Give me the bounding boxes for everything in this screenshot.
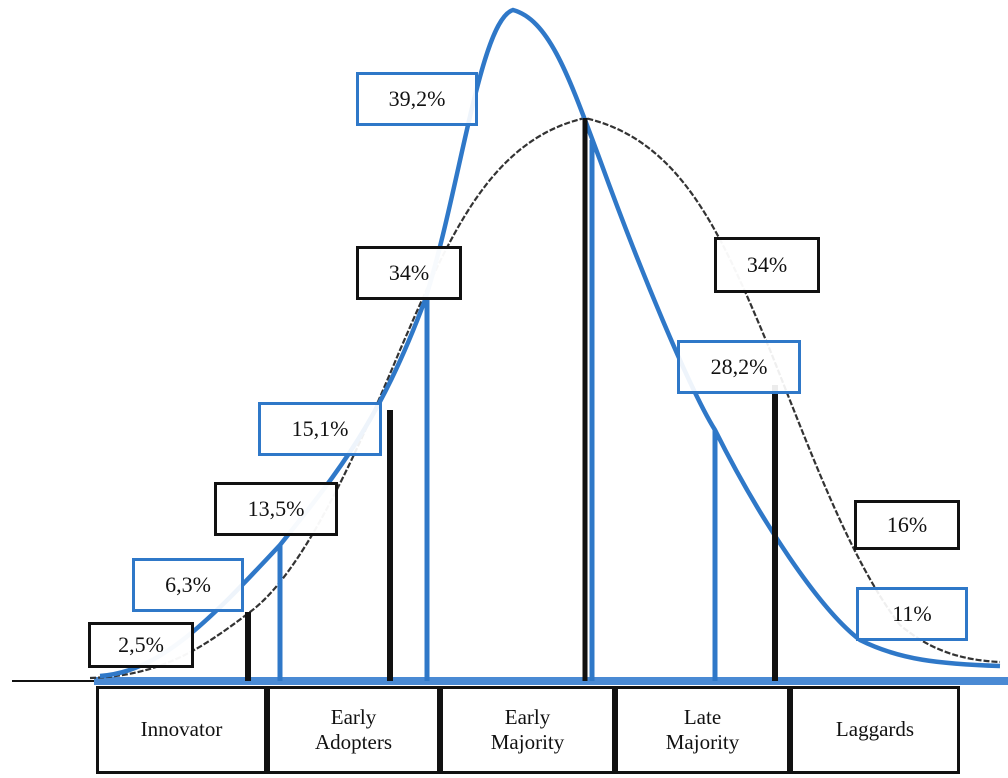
black-normal-curve [89, 116, 1001, 680]
black-label-innovator: 2,5% [88, 622, 194, 668]
category-early-majority: Early Majority [440, 686, 615, 774]
blue-label-early-majority: 39,2% [356, 72, 478, 126]
category-label-late-majority-1: Late [683, 704, 722, 729]
category-label-laggards: Laggards [835, 717, 915, 742]
category-label-innovator: Innovator [140, 717, 223, 742]
blue-label-laggards: 11% [856, 587, 968, 641]
black-label-early-majority: 34% [356, 246, 462, 300]
baseline-axis [94, 677, 1008, 685]
category-late-majority: Late Majority [615, 686, 790, 774]
black-label-late-majority: 34% [714, 237, 820, 293]
category-label-early-majority-2: Majority [490, 730, 565, 754]
category-label-early-adopters-1: Early [330, 704, 377, 729]
category-innovator: Innovator [96, 686, 267, 774]
category-laggards: Laggards [790, 686, 960, 774]
black-label-laggards: 16% [854, 500, 960, 550]
category-label-early-adopters-2: Adopters [315, 730, 392, 754]
blue-label-early-adopters: 15,1% [258, 402, 382, 456]
blue-dividers [277, 140, 718, 681]
category-early-adopters: Early Adopters [267, 686, 440, 774]
category-label-late-majority-2: Majority [665, 730, 740, 754]
blue-label-innovator: 6,3% [132, 558, 244, 612]
black-label-early-adopters: 13,5% [214, 482, 338, 536]
blue-label-late-majority: 28,2% [677, 340, 801, 394]
black-dividers [245, 118, 778, 681]
category-label-early-majority-1: Early [504, 704, 551, 729]
